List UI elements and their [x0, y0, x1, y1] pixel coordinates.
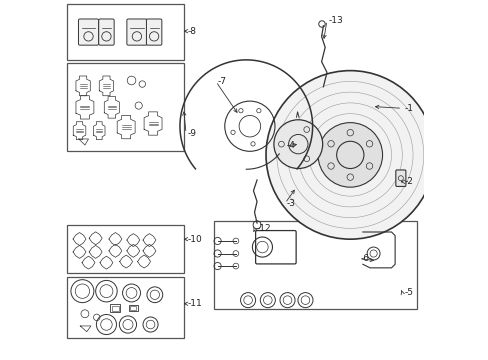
FancyBboxPatch shape: [126, 19, 147, 45]
Bar: [214, 221, 416, 309]
Bar: [128, 305, 138, 311]
FancyBboxPatch shape: [78, 19, 99, 45]
Text: -8: -8: [187, 27, 197, 36]
Text: -4: -4: [286, 141, 295, 150]
Bar: [67, 4, 183, 60]
Circle shape: [265, 71, 434, 239]
FancyBboxPatch shape: [146, 19, 162, 45]
Text: -3: -3: [286, 199, 295, 208]
Bar: [130, 306, 136, 310]
Text: -1: -1: [403, 104, 412, 113]
Bar: [67, 63, 183, 151]
Text: -5: -5: [403, 288, 412, 297]
Text: -6: -6: [360, 255, 369, 264]
FancyBboxPatch shape: [395, 170, 405, 186]
Bar: [112, 306, 119, 311]
Text: -2: -2: [403, 177, 412, 186]
Bar: [67, 225, 183, 273]
Bar: [110, 305, 120, 312]
FancyBboxPatch shape: [99, 19, 114, 45]
Text: -7: -7: [217, 77, 226, 86]
Bar: [67, 277, 183, 338]
Text: -12: -12: [257, 224, 271, 233]
Text: -13: -13: [328, 16, 343, 25]
Text: -11: -11: [187, 299, 202, 308]
Circle shape: [273, 120, 322, 168]
Text: -9: -9: [187, 129, 197, 138]
Circle shape: [317, 123, 382, 187]
Text: -10: -10: [187, 235, 202, 244]
